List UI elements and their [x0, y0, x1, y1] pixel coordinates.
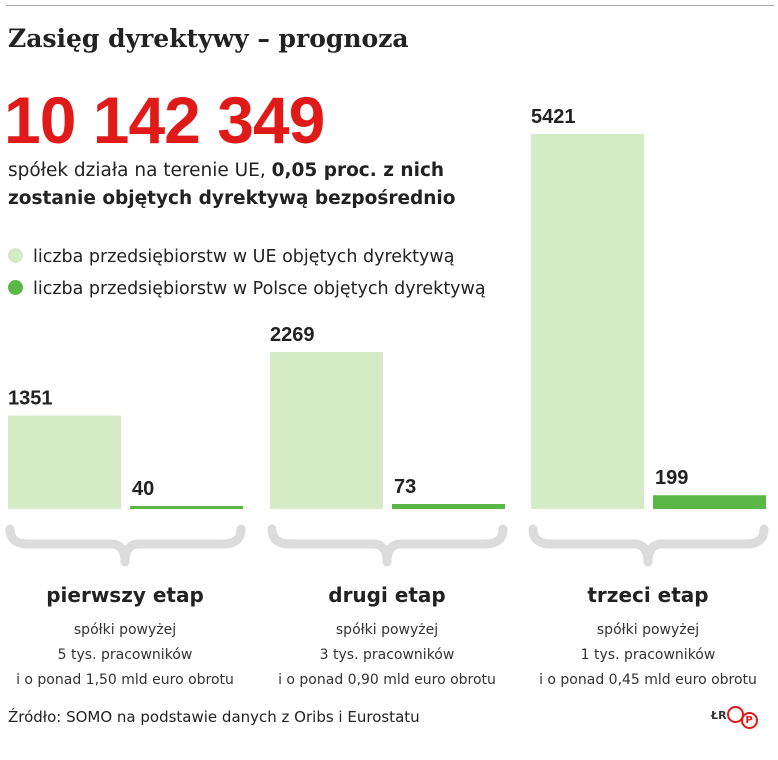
value-label-eu-3: 5421	[531, 106, 576, 128]
credit: ŁR P	[711, 706, 758, 729]
brace-1	[5, 524, 246, 567]
chart-title: Zasięg dyrektywy – prognoza	[8, 24, 409, 53]
headline-text-bold: 0,05 proc. z nich zostanie objętych dyre…	[8, 160, 456, 209]
author-initials: ŁR	[711, 709, 727, 722]
value-label-eu-1: 1351	[8, 388, 53, 410]
category-description-3-1: spółki powyżej	[597, 622, 699, 638]
category-description-1-1: spółki powyżej	[74, 622, 176, 638]
value-label-pl-3: 199	[655, 467, 688, 489]
brace-2	[267, 524, 508, 567]
value-label-eu-2: 2269	[270, 324, 315, 346]
bar-pl-2	[392, 503, 505, 509]
category-description-1-3: i o ponad 1,50 mld euro obrotu	[16, 672, 234, 688]
bar-pl-1	[130, 506, 243, 509]
bar-eu-3	[531, 134, 644, 509]
legend-label-eu: liczba przedsiębiorstw w UE objętych dyr…	[33, 247, 455, 267]
legend-item-eu: liczba przedsiębiorstw w UE objętych dyr…	[8, 247, 528, 267]
top-rule	[6, 5, 774, 6]
category-label-1: pierwszy etap	[46, 583, 204, 607]
category-label-2: drugi etap	[328, 583, 446, 607]
legend-label-pl: liczba przedsiębiorstw w Polsce objętych…	[33, 279, 486, 299]
headline-number: 10 142 349	[4, 83, 325, 157]
legend-swatch-pl	[8, 280, 23, 295]
headline-text-plain: spółek działa na terenie UE,	[8, 160, 272, 181]
brace-3	[528, 524, 769, 567]
category-description-3-3: i o ponad 0,45 mld euro obrotu	[539, 672, 757, 688]
publisher-logo-icon-2: P	[740, 712, 758, 729]
category-description-2-2: 3 tys. pracowników	[320, 647, 455, 663]
value-label-pl-1: 40	[132, 478, 154, 500]
category-label-3: trzeci etap	[587, 583, 708, 607]
bar-chart: 1351 40 pierwszy etap spółki powyżej 5 tys. …	[5, 106, 769, 688]
bar-pl-3	[653, 495, 766, 509]
bar-eu-1	[8, 415, 121, 509]
legend-swatch-eu	[8, 248, 23, 263]
bar-eu-2	[270, 352, 383, 509]
source-note: Źródło: SOMO na podstawie danych z Oribs…	[8, 708, 420, 726]
legend-item-pl: liczba przedsiębiorstw w Polsce objętych…	[8, 279, 528, 299]
category-description-1-2: 5 tys. pracowników	[58, 647, 193, 663]
category-description-2-1: spółki powyżej	[336, 622, 438, 638]
headline-description: spółek działa na terenie UE, 0,05 proc. …	[8, 157, 528, 213]
category-description-2-3: i o ponad 0,90 mld euro obrotu	[278, 672, 496, 688]
value-label-pl-2: 73	[394, 476, 416, 498]
category-description-3-2: 1 tys. pracowników	[581, 647, 716, 663]
